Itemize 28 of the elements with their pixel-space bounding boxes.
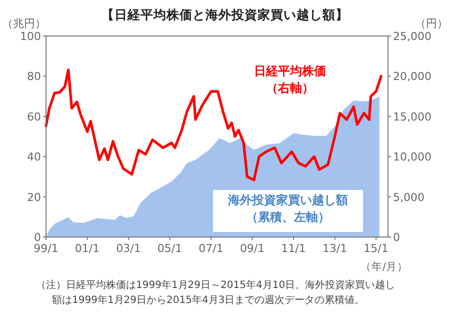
y2-tick-label: 10,000 bbox=[393, 150, 432, 164]
x-tick-label: 03/1 bbox=[116, 242, 141, 255]
text: （注）日経平均株価は1999年1月29日～2015年4月10日。海外投資家買い越し額は1999年1月29日から2015年4月3日までの週次データの累積値。 bbox=[36, 279, 396, 306]
x-tick-label: 13/1 bbox=[322, 242, 348, 255]
x-tick-label: 07/1 bbox=[198, 242, 224, 255]
y-tick-label: 0 bbox=[34, 231, 41, 244]
x-tick-label: 09/1 bbox=[240, 242, 265, 255]
x-tick-label: 99/1 bbox=[34, 242, 58, 255]
x-tick-label: 05/1 bbox=[157, 242, 182, 255]
y2-tick-label: 0 bbox=[393, 231, 400, 244]
y2-tick-label: 25,000 bbox=[393, 30, 432, 43]
y-tick-label: 20 bbox=[27, 190, 41, 204]
series-label: 日経平均株価（右軸） bbox=[254, 64, 326, 95]
y2-tick-label: 5,000 bbox=[393, 190, 424, 204]
y2-axis-title: （円） bbox=[415, 17, 448, 30]
y-tick-label: 40 bbox=[27, 150, 41, 164]
x-axis-title: （年/月） bbox=[360, 261, 408, 273]
x-tick-label: 11/1 bbox=[281, 242, 306, 255]
x-tick-label: 15/1 bbox=[364, 242, 388, 255]
series-label: 海外投資家買い越し額（累積、左軸） bbox=[227, 193, 348, 224]
y2-tick-label: 20,000 bbox=[393, 70, 432, 84]
chart-title: 【日経平均株価と海外投資家買い越し額】 bbox=[102, 7, 348, 22]
y-tick-label: 60 bbox=[27, 110, 41, 124]
y-tick-label: 100 bbox=[20, 30, 41, 43]
y-tick-label: 80 bbox=[27, 70, 41, 84]
y-axis-title: （兆円） bbox=[2, 17, 46, 30]
x-tick-label: 01/1 bbox=[74, 242, 100, 255]
y2-tick-label: 15,000 bbox=[393, 110, 432, 124]
